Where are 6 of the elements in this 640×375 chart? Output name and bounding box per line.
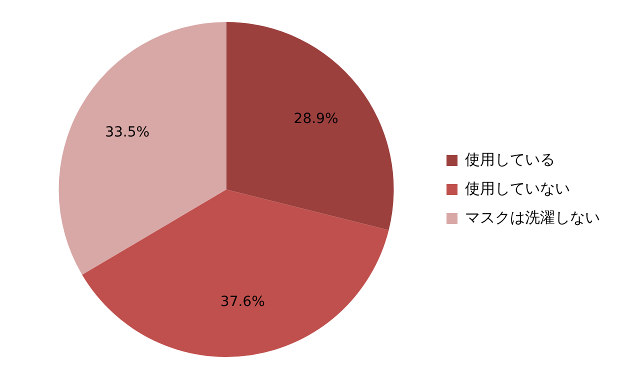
data-label: 33.5% (105, 124, 150, 141)
data-label: 37.6% (220, 294, 265, 310)
data-label: 28.9% (294, 111, 338, 128)
legend-label: マスクは洗濯しない (465, 208, 600, 226)
legend-label: 使用していない (465, 179, 570, 198)
legend-label: 使用している (465, 150, 555, 168)
